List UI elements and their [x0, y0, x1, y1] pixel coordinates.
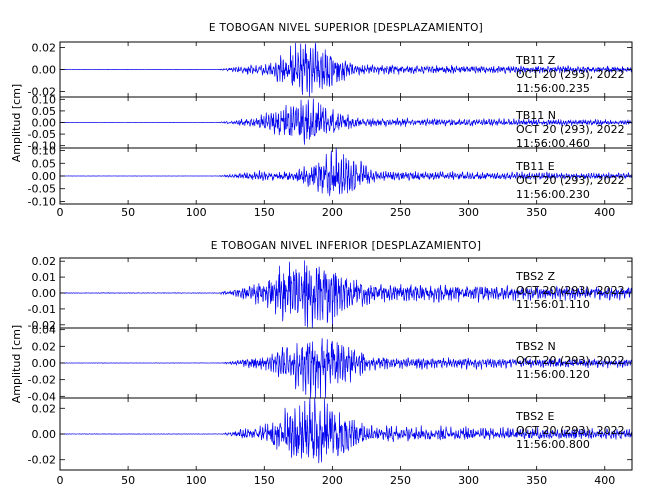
y-axis-label: Amplitud [cm]	[10, 325, 23, 403]
chart-superior: E TOBOGAN NIVEL SUPERIOR [DESPLAZAMIENTO…	[10, 22, 633, 219]
y-tick-label: 0.01	[32, 271, 57, 284]
y-axis-label: Amplitud [cm]	[10, 84, 23, 162]
y-tick-label: -0.02	[28, 319, 56, 332]
trace-annotation: TB11 E	[515, 160, 555, 173]
waveform-trace	[59, 98, 633, 145]
trace-annotation: TB11 N	[515, 109, 556, 122]
x-tick-label: 100	[186, 206, 207, 219]
trace-annotation: 11:56:00.235	[516, 82, 590, 95]
trace-annotation: TB11 Z	[515, 54, 556, 67]
y-tick-label: 0.05	[32, 105, 57, 118]
y-tick-label: 0.00	[32, 170, 57, 183]
y-tick-label: 0.00	[32, 64, 57, 77]
y-tick-label: -0.10	[28, 195, 56, 208]
trace-annotation: TBS2 E	[515, 410, 555, 423]
y-tick-label: 0.00	[32, 117, 57, 130]
y-tick-label: -0.04	[28, 390, 56, 403]
y-tick-label: -0.05	[28, 183, 56, 196]
x-tick-label: 250	[390, 474, 411, 487]
y-tick-label: 0.02	[32, 402, 57, 415]
y-tick-label: -0.02	[28, 454, 56, 467]
x-tick-label: 300	[458, 474, 479, 487]
y-tick-label: 0.10	[32, 93, 57, 106]
trace-annotation: OCT 20 (293), 2022	[516, 284, 625, 297]
trace-annotation: OCT 20 (293), 2022	[516, 424, 625, 437]
y-tick-label: 0.04	[32, 324, 57, 337]
y-tick-label: -0.02	[28, 86, 56, 99]
waveform-trace	[59, 338, 633, 399]
trace-annotation: 11:56:00.120	[516, 368, 590, 381]
x-tick-label: 50	[121, 474, 135, 487]
x-tick-label: 150	[254, 474, 275, 487]
chart-inferior: E TOBOGAN NIVEL INFERIOR [DESPLAZAMIENTO…	[10, 240, 633, 487]
x-tick-label: 250	[390, 206, 411, 219]
y-tick-label: 0.10	[32, 145, 57, 158]
trace-annotation: OCT 20 (293), 2022	[516, 123, 625, 136]
x-tick-label: 50	[121, 206, 135, 219]
trace-annotation: OCT 20 (293), 2022	[516, 354, 625, 367]
trace-annotation: 11:56:00.460	[516, 137, 590, 150]
y-tick-label: 0.00	[32, 287, 57, 300]
y-tick-label: 0.02	[32, 340, 57, 353]
trace-annotation: OCT 20 (293), 2022	[516, 68, 625, 81]
chart-title: E TOBOGAN NIVEL INFERIOR [DESPLAZAMIENTO…	[211, 240, 482, 252]
y-tick-label: -0.02	[28, 374, 56, 387]
trace-annotation: 11:56:00.230	[516, 188, 590, 201]
trace-annotation: 11:56:01.110	[516, 298, 590, 311]
y-tick-label: 0.05	[32, 157, 57, 170]
x-tick-label: 350	[526, 474, 547, 487]
x-tick-label: 350	[526, 206, 547, 219]
trace-annotation: OCT 20 (293), 2022	[516, 174, 625, 187]
y-tick-label: 0.02	[32, 42, 57, 55]
x-tick-label: 400	[594, 206, 615, 219]
x-tick-label: 400	[594, 474, 615, 487]
y-tick-label: 0.00	[32, 428, 57, 441]
x-tick-label: 0	[57, 474, 64, 487]
trace-annotation: 11:56:00.800	[516, 438, 590, 451]
x-tick-label: 150	[254, 206, 275, 219]
y-tick-label: 0.00	[32, 357, 57, 370]
waveform-trace	[59, 42, 633, 97]
y-tick-label: -0.01	[28, 303, 56, 316]
y-tick-label: 0.02	[32, 255, 57, 268]
trace-annotation: TBS2 N	[515, 340, 556, 353]
y-tick-label: -0.05	[28, 128, 56, 141]
y-tick-label: -0.10	[28, 140, 56, 153]
waveform-trace	[59, 147, 633, 197]
x-tick-label: 200	[322, 474, 343, 487]
x-tick-label: 0	[57, 206, 64, 219]
x-tick-label: 200	[322, 206, 343, 219]
waveform-trace	[59, 260, 633, 329]
waveform-trace	[59, 397, 633, 464]
x-tick-label: 300	[458, 206, 479, 219]
trace-annotation: TBS2 Z	[515, 270, 556, 283]
x-tick-label: 100	[186, 474, 207, 487]
chart-title: E TOBOGAN NIVEL SUPERIOR [DESPLAZAMIENTO…	[209, 22, 483, 34]
